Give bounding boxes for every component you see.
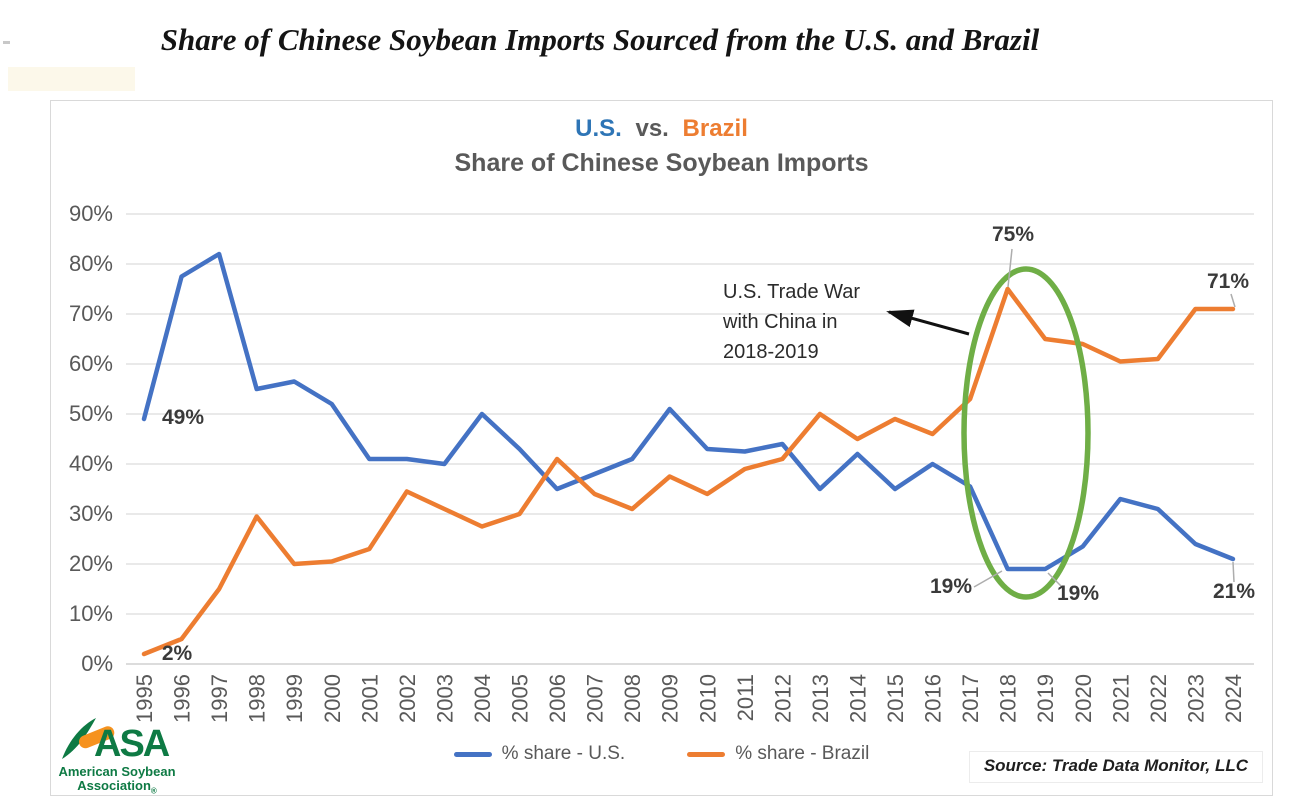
y-axis-tick-label: 0%: [81, 651, 113, 676]
x-axis-tick-label: 2004: [470, 674, 495, 723]
asa-logo: ASA American Soybean Association®: [58, 716, 176, 799]
x-axis-tick-label: 2010: [695, 674, 720, 723]
x-axis-tick-label: 2006: [545, 674, 570, 723]
x-axis-tick-label: 1999: [282, 674, 307, 723]
legend-label-us: % share - U.S.: [501, 743, 626, 764]
chart-title: U.S. vs. Brazil: [51, 115, 1272, 143]
chart-title-us: U.S.: [575, 115, 622, 142]
line-chart-plot: 0% 10% 20% 30% 40% 50% 60% 70% 80% 90% 1995 1996 199…: [69, 201, 1255, 723]
stray-mark: [3, 41, 10, 44]
annotation-line-2: with China in: [723, 311, 838, 333]
chart-title-vs: vs.: [635, 115, 669, 142]
asa-logo-mark: ASA: [62, 718, 172, 765]
x-axis-tick-label: 2003: [432, 674, 457, 723]
legend-item-brazil: % share - Brazil: [687, 743, 869, 765]
data-point-label: 21%: [1213, 580, 1255, 603]
x-axis-tick-label: 2007: [583, 674, 608, 723]
asa-acronym: ASA: [94, 723, 170, 762]
y-axis-tick-label: 60%: [69, 351, 113, 376]
x-axis-tick-label: 1996: [170, 674, 195, 723]
x-axis-tick-label: 2002: [395, 674, 420, 723]
x-axis-tick-label: 2013: [808, 674, 833, 723]
x-axis-tick-label: 2024: [1221, 674, 1246, 723]
legend-swatch-brazil: [687, 751, 726, 757]
asa-association-text: Association: [77, 778, 151, 793]
y-axis-tick-label: 70%: [69, 301, 113, 326]
y-axis-tick-label: 50%: [69, 401, 113, 426]
legend-swatch-us: [453, 751, 492, 757]
x-axis-tick-label: 2014: [845, 674, 870, 723]
asa-name-line1: American Soybean: [58, 764, 176, 779]
x-axis-tick-label: 2020: [1071, 674, 1096, 723]
x-axis-tick-label: 2022: [1146, 674, 1171, 723]
chart-subtitle: Share of Chinese Soybean Imports: [454, 149, 869, 177]
x-axis-tick-label: 2001: [357, 674, 382, 723]
registered-mark: ®: [150, 786, 157, 796]
highlight-rectangle: [8, 67, 135, 91]
x-axis-tick-label: 1995: [132, 674, 157, 723]
chart-container: U.S. vs. Brazil Share of Chinese Soybean…: [50, 100, 1273, 796]
series-line: [141, 286, 1236, 657]
y-axis-tick-label: 20%: [69, 551, 113, 576]
x-axis-tick-label: 2017: [958, 674, 983, 723]
soybean-icon: [79, 726, 115, 749]
label-leader-line: [1007, 248, 1013, 288]
series-line: [141, 251, 1236, 572]
x-axis-tick-label: 2009: [658, 674, 683, 723]
x-axis-tick-label: 2000: [320, 674, 345, 723]
chart-title-brazil: Brazil: [682, 115, 748, 142]
annotation-line-3: 2018-2019: [723, 341, 819, 363]
x-axis-tick-label: 1998: [245, 674, 270, 723]
data-point-label: 2%: [162, 642, 193, 665]
highlight-ellipse: [961, 266, 1091, 600]
data-point-label: 49%: [162, 406, 204, 429]
x-axis-tick-label: 2018: [996, 674, 1021, 723]
y-axis-tick-label: 40%: [69, 451, 113, 476]
chart-legend: % share - U.S. % share - Brazil: [51, 743, 1272, 765]
legend-item-us: % share - U.S.: [453, 743, 626, 765]
data-point-label: 75%: [992, 223, 1034, 246]
data-point-label: 71%: [1207, 270, 1249, 293]
y-axis-tick-label: 80%: [69, 251, 113, 276]
x-axis-tick-label: 2015: [883, 674, 908, 723]
x-axis-tick-label: 2019: [1033, 674, 1058, 723]
y-axis-tick-label: 30%: [69, 501, 113, 526]
x-axis-tick-label: 2021: [1108, 674, 1133, 723]
trade-war-annotation: U.S. Trade War with China in 2018-2019: [723, 277, 860, 367]
x-axis-tick-label: 1997: [207, 674, 232, 723]
x-axis-tick-label: 2023: [1183, 674, 1208, 723]
x-axis-tick-label: 2012: [770, 674, 795, 723]
label-leader-line: [1232, 561, 1235, 583]
y-axis-tick-label: 10%: [69, 601, 113, 626]
label-leader-line: [1230, 293, 1236, 308]
x-axis-tick-label: 2016: [921, 674, 946, 723]
x-axis-tick-label: 2008: [620, 674, 645, 723]
page-title: Share of Chinese Soybean Imports Sourced…: [160, 22, 1040, 57]
x-axis-tick-label: 2005: [508, 674, 533, 723]
data-point-label: 19%: [1057, 582, 1099, 605]
label-leader-line: [1047, 572, 1064, 589]
leaf-icon: [62, 718, 96, 759]
annotation-arrow: [886, 309, 970, 336]
x-axis-tick-label: 2011: [733, 674, 758, 721]
asa-name-line2: Association®: [58, 779, 176, 799]
legend-label-brazil: % share - Brazil: [735, 743, 870, 764]
data-point-label: 19%: [930, 575, 972, 598]
label-leader-line: [973, 570, 1003, 588]
source-credit: Source: Trade Data Monitor, LLC: [968, 751, 1263, 783]
y-axis-tick-label: 90%: [69, 201, 113, 226]
annotation-line-1: U.S. Trade War: [723, 281, 861, 303]
